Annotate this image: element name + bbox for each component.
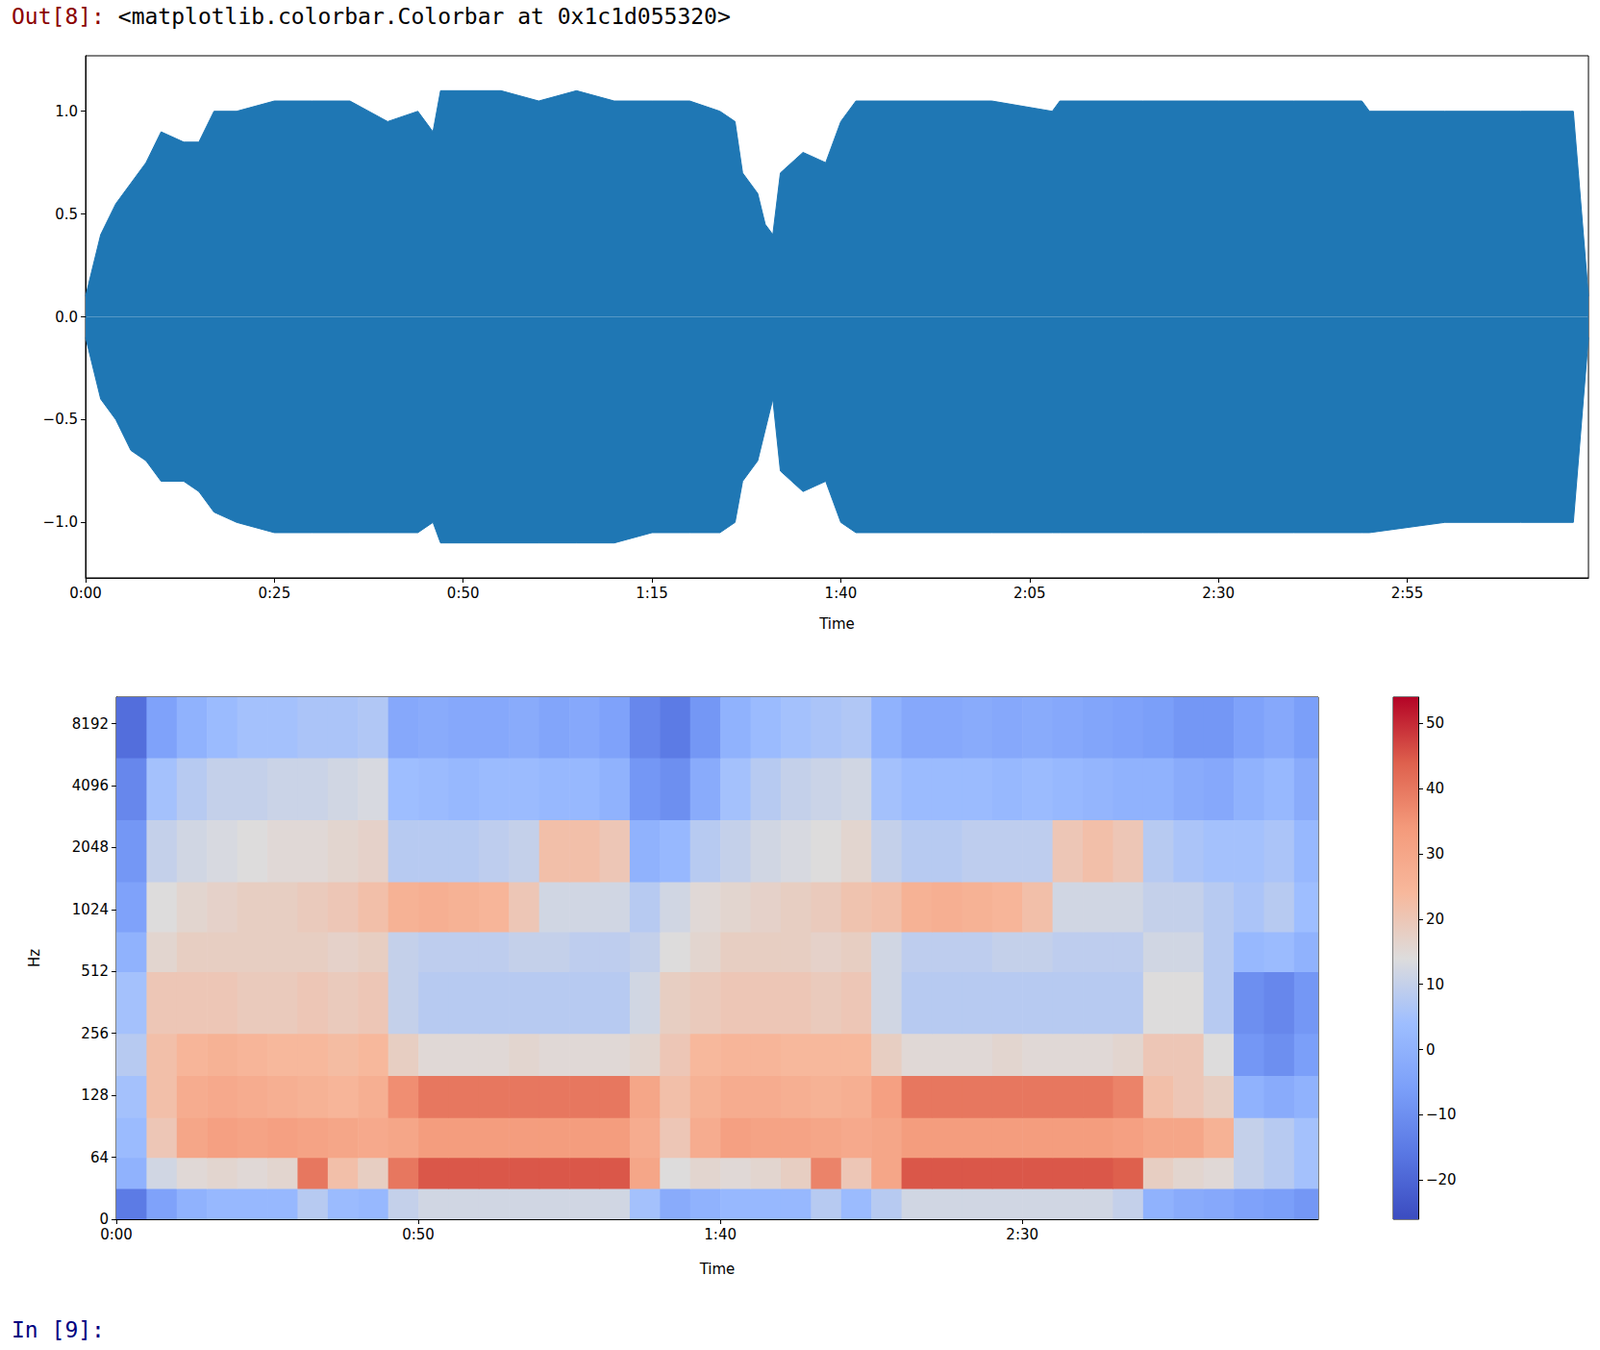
svg-text:0.5: 0.5 xyxy=(54,205,78,224)
svg-text:0: 0 xyxy=(1425,1041,1436,1059)
svg-text:Hz: Hz xyxy=(25,949,44,968)
svg-text:8192: 8192 xyxy=(72,715,109,733)
svg-text:0:50: 0:50 xyxy=(447,584,480,602)
html-text:In [9]:: In [9]: xyxy=(11,1317,105,1343)
svg-text:1:15: 1:15 xyxy=(635,584,669,602)
svg-text:2:05: 2:05 xyxy=(1013,584,1047,602)
svg-text:0: 0 xyxy=(99,1210,109,1228)
svg-text:256: 256 xyxy=(80,1025,109,1043)
svg-text:0.0: 0.0 xyxy=(54,308,78,326)
svg-text:20: 20 xyxy=(1425,910,1445,928)
svg-text:2048: 2048 xyxy=(72,838,109,856)
svg-text:1:40: 1:40 xyxy=(703,1225,737,1244)
svg-text:40: 40 xyxy=(1425,779,1445,798)
svg-text:10: 10 xyxy=(1425,975,1445,994)
svg-text:−0.5: −0.5 xyxy=(43,410,78,428)
svg-text:30: 30 xyxy=(1425,845,1445,863)
svg-text:2:30: 2:30 xyxy=(1201,584,1235,602)
svg-text:50: 50 xyxy=(1425,714,1445,732)
svg-text:Time: Time xyxy=(699,1260,736,1278)
svg-text:2:30: 2:30 xyxy=(1005,1225,1039,1244)
svg-text:64: 64 xyxy=(90,1149,109,1167)
svg-text:4096: 4096 xyxy=(72,776,109,795)
svg-text:1:40: 1:40 xyxy=(825,584,858,602)
svg-text:0:00: 0:00 xyxy=(100,1225,133,1244)
svg-text:0:00: 0:00 xyxy=(69,584,102,602)
svg-text:512: 512 xyxy=(80,962,109,980)
svg-text:Time: Time xyxy=(818,615,855,633)
svg-text:0:50: 0:50 xyxy=(401,1225,435,1244)
svg-text:0:25: 0:25 xyxy=(258,584,292,602)
html-text:<matplotlib.colorbar.Colorbar: <matplotlib.colorbar.Colorbar at 0x1c1d0… xyxy=(118,3,731,29)
html-text:Out[8]:: Out[8]: xyxy=(11,3,105,29)
svg-text:2:55: 2:55 xyxy=(1391,584,1425,602)
svg-text:1.0: 1.0 xyxy=(54,102,78,121)
svg-text:−1.0: −1.0 xyxy=(43,513,78,531)
svg-text:−20: −20 xyxy=(1425,1171,1457,1189)
svg-text:−10: −10 xyxy=(1425,1105,1457,1124)
svg-text:1024: 1024 xyxy=(72,900,109,919)
svg-text:128: 128 xyxy=(80,1086,109,1104)
